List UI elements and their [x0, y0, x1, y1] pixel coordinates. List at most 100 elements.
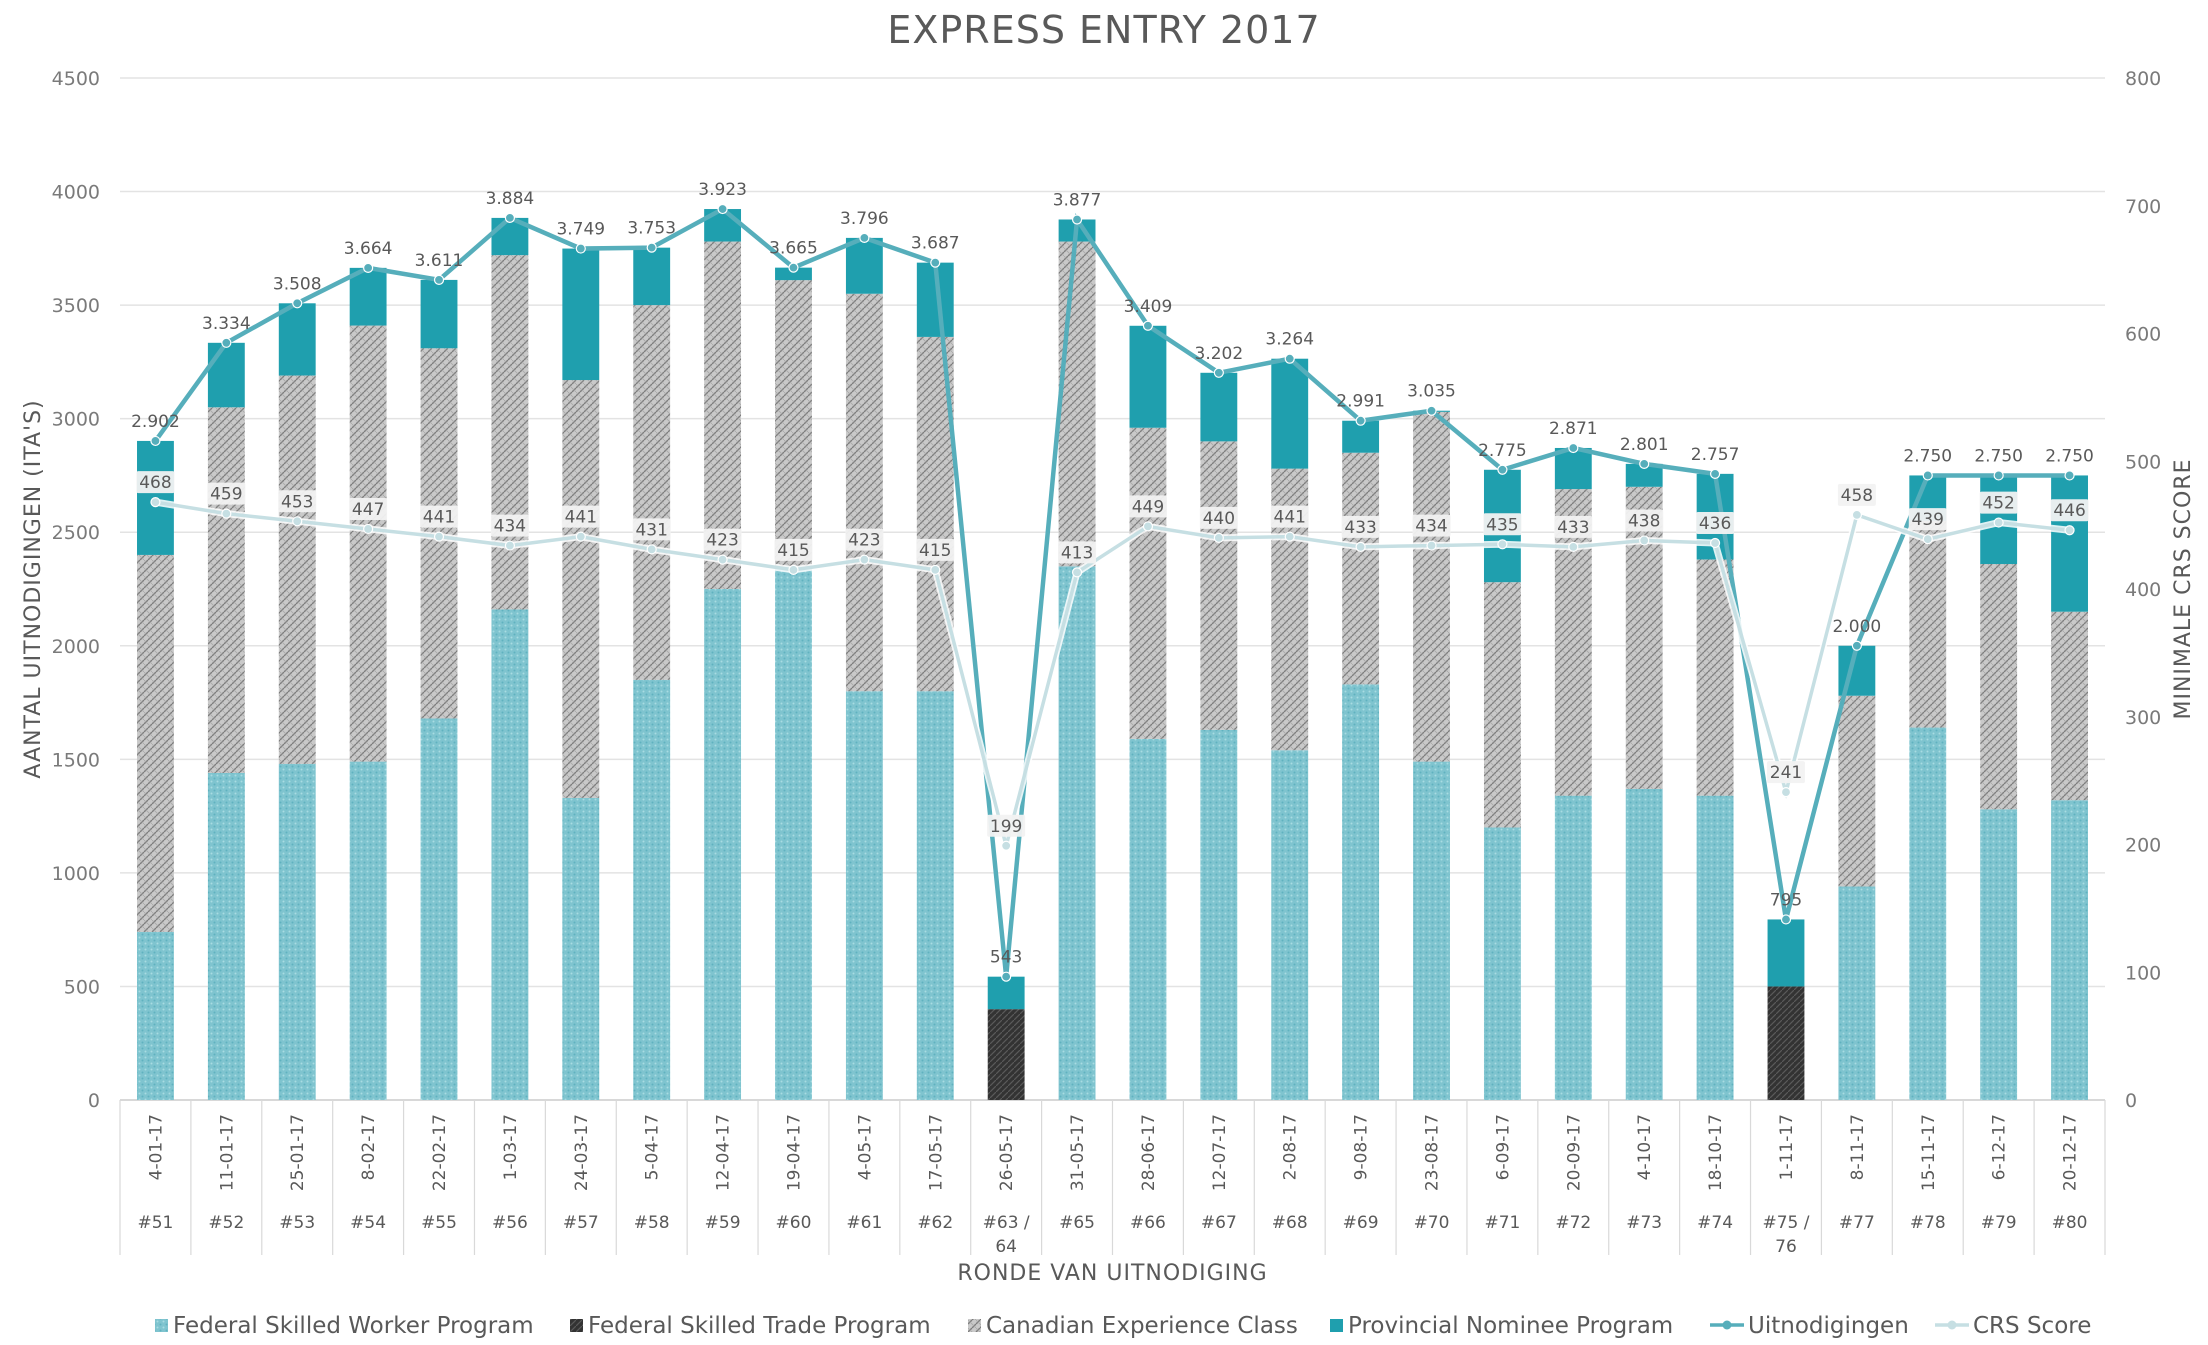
x-tick-date: 1-03-17	[501, 1114, 521, 1180]
label-crs-score: 434	[1415, 517, 1447, 537]
x-tick-date: 15-11-17	[1919, 1114, 1939, 1191]
label-uitnodigingen: 2.750	[1974, 446, 2023, 466]
x-tick-round: #53	[279, 1213, 315, 1233]
line-uitnodigingen	[153, 206, 2070, 977]
point-crs-score	[1709, 537, 1721, 549]
bar-federal-skilled-worker-program	[1271, 750, 1309, 1100]
x-tick-round: #65	[1059, 1213, 1095, 1233]
y-tick-label: 2500	[52, 522, 100, 544]
point-crs-score	[292, 516, 303, 527]
y2-tick-label: 500	[2125, 451, 2161, 473]
label-crs-bg	[1766, 761, 1805, 784]
x-tick-round: #52	[208, 1213, 244, 1233]
y-tick-label: 4000	[52, 182, 100, 204]
x-tick-date: 2-08-17	[1281, 1114, 1301, 1180]
label-crs-score: 468	[139, 473, 171, 493]
legend-label-uitnodigingen: Uitnodigingen	[1748, 1313, 1909, 1339]
bar-canadian-experience-class	[2051, 611, 2088, 801]
bar-federal-skilled-worker-program	[207, 772, 245, 1100]
bar-canadian-experience-class	[1200, 441, 1238, 730]
label-crs-score: 458	[1841, 486, 1873, 506]
x-tick-date: 9-08-17	[1352, 1114, 1372, 1180]
y-tick-label: 3000	[52, 409, 100, 431]
y2-tick-label: 0	[2125, 1090, 2137, 1112]
x-tick-round: #79	[1981, 1213, 2017, 1233]
bar-federal-skilled-worker-program	[1129, 738, 1167, 1100]
bar-canadian-experience-class	[562, 380, 600, 798]
bar-provincial-nominee-program	[2051, 475, 2088, 612]
label-uitnodigingen: 3.884	[486, 189, 535, 209]
point-uitnodigingen	[1922, 470, 1933, 481]
label-crs-score: 423	[848, 531, 880, 551]
label-crs-bg	[1908, 508, 1947, 531]
point-crs-score	[788, 564, 799, 575]
point-crs-score	[859, 554, 870, 565]
x-tick-date: 1-11-17	[1777, 1114, 1797, 1180]
bar-federal-skilled-worker-program	[704, 589, 742, 1100]
bar-federal-skilled-worker-program	[916, 691, 954, 1100]
point-uitnodigingen	[1709, 468, 1721, 479]
bar-provincial-nominee-program	[1271, 358, 1309, 469]
x-tick-date: 8-02-17	[359, 1114, 379, 1180]
label-crs-score: 433	[1557, 518, 1589, 538]
label-crs-bg	[207, 482, 246, 505]
point-crs-score	[150, 497, 161, 508]
point-uitnodigingen	[1213, 367, 1224, 378]
bar-federal-skilled-worker-program	[278, 763, 316, 1100]
point-uitnodigingen	[1780, 914, 1792, 925]
x-tick-round: #55	[421, 1213, 457, 1233]
label-crs-bg	[1483, 513, 1522, 536]
point-uitnodigingen	[859, 232, 870, 243]
legend-label-provincial-nominee-program: Provincial Nominee Program	[1348, 1313, 1673, 1339]
point-uitnodigingen	[1142, 320, 1154, 331]
bar-federal-skilled-worker-program	[137, 931, 174, 1100]
x-tick-date: 5-04-17	[643, 1114, 663, 1180]
x-tick-round: #51	[138, 1213, 174, 1233]
bar-canadian-experience-class	[1838, 695, 1876, 887]
point-crs-score	[646, 544, 657, 555]
label-uitnodigingen: 2.000	[1833, 617, 1882, 637]
label-crs-bg	[1625, 509, 1664, 532]
label-uitnodigingen: 3.264	[1265, 330, 1314, 350]
label-uitnodigingen: 2.750	[2045, 446, 2094, 466]
bar-federal-skilled-worker-program	[1625, 788, 1663, 1100]
label-uitnodigingen: 2.902	[131, 412, 180, 432]
y-tick-label: 1500	[52, 749, 100, 771]
point-crs-score	[1426, 540, 1437, 551]
point-uitnodigingen	[788, 262, 799, 273]
bar-federal-skilled-trade-program	[987, 1009, 1025, 1100]
bar-canadian-experience-class	[137, 554, 174, 932]
y2-axis-title: MINIMALE CRS SCORE	[2171, 458, 2196, 719]
label-crs-score: 435	[1486, 515, 1518, 535]
point-uitnodigingen	[433, 274, 445, 286]
legend-label-federal-skilled-worker-program: Federal Skilled Worker Program	[173, 1313, 534, 1339]
x-tick-round: #74	[1697, 1213, 1733, 1233]
point-uitnodigingen	[1497, 464, 1508, 475]
point-crs-score	[1355, 541, 1366, 552]
bar-provincial-nominee-program	[278, 303, 316, 376]
label-crs-score: 415	[919, 541, 951, 561]
label-uitnodigingen: 3.923	[698, 180, 747, 200]
label-uitnodigingen: 3.753	[627, 219, 676, 239]
gridlines	[120, 77, 2105, 1101]
point-uitnodigingen	[504, 212, 516, 224]
label-crs-score: 431	[635, 520, 667, 540]
bar-provincial-nominee-program	[775, 267, 812, 281]
x-tick-round: #62	[917, 1213, 953, 1233]
x-tick-date: 23-08-17	[1423, 1114, 1443, 1191]
x-tick-round: #66	[1130, 1213, 1166, 1233]
bar-provincial-nominee-program	[987, 976, 1025, 1010]
x-tick-round: #68	[1272, 1213, 1308, 1233]
label-crs-bg	[1554, 515, 1593, 538]
legend-swatch-provincial-nominee-program	[1330, 1319, 1343, 1332]
bar-provincial-nominee-program	[845, 237, 883, 294]
label-crs-score: 447	[352, 500, 384, 520]
chart-title: EXPRESS ENTRY 2017	[887, 8, 1321, 52]
label-crs-score: 446	[2053, 501, 2085, 521]
x-tick-date: 4-05-17	[855, 1114, 875, 1180]
legend: Federal Skilled Worker Program Federal Sk…	[155, 1313, 2091, 1339]
legend-swatch-canadian-experience-class	[968, 1319, 981, 1332]
label-crs-score: 441	[423, 508, 455, 528]
line-crs-score	[155, 500, 2070, 847]
bar-provincial-nominee-program	[562, 248, 600, 381]
